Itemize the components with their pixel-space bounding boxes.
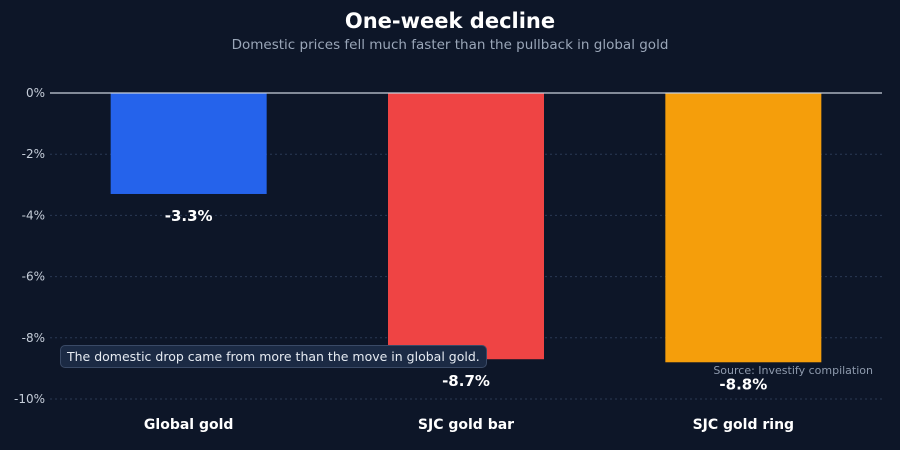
source-note: Source: Investify compilation — [713, 364, 873, 377]
y-tick-label: -4% — [22, 208, 45, 222]
y-tick-label: -8% — [22, 331, 45, 345]
y-tick-label: 0% — [26, 86, 45, 100]
category-label: Global gold — [144, 417, 234, 433]
bar — [665, 93, 822, 363]
data-label: -8.7% — [442, 372, 490, 390]
y-tick-label: -2% — [22, 147, 45, 161]
y-tick-label: -6% — [22, 270, 45, 284]
chart-title: One-week decline — [344, 9, 556, 33]
category-label: SJC gold ring — [693, 417, 794, 433]
chart-subtitle: Domestic prices fell much faster than th… — [231, 37, 669, 53]
y-tick-label: -10% — [14, 392, 45, 406]
category-label: SJC gold bar — [418, 417, 514, 433]
chart-annotation: The domestic drop came from more than th… — [60, 345, 487, 368]
data-label: -8.8% — [719, 375, 767, 393]
bar — [110, 93, 267, 194]
data-label: -3.3% — [165, 207, 213, 225]
bar — [388, 93, 544, 360]
